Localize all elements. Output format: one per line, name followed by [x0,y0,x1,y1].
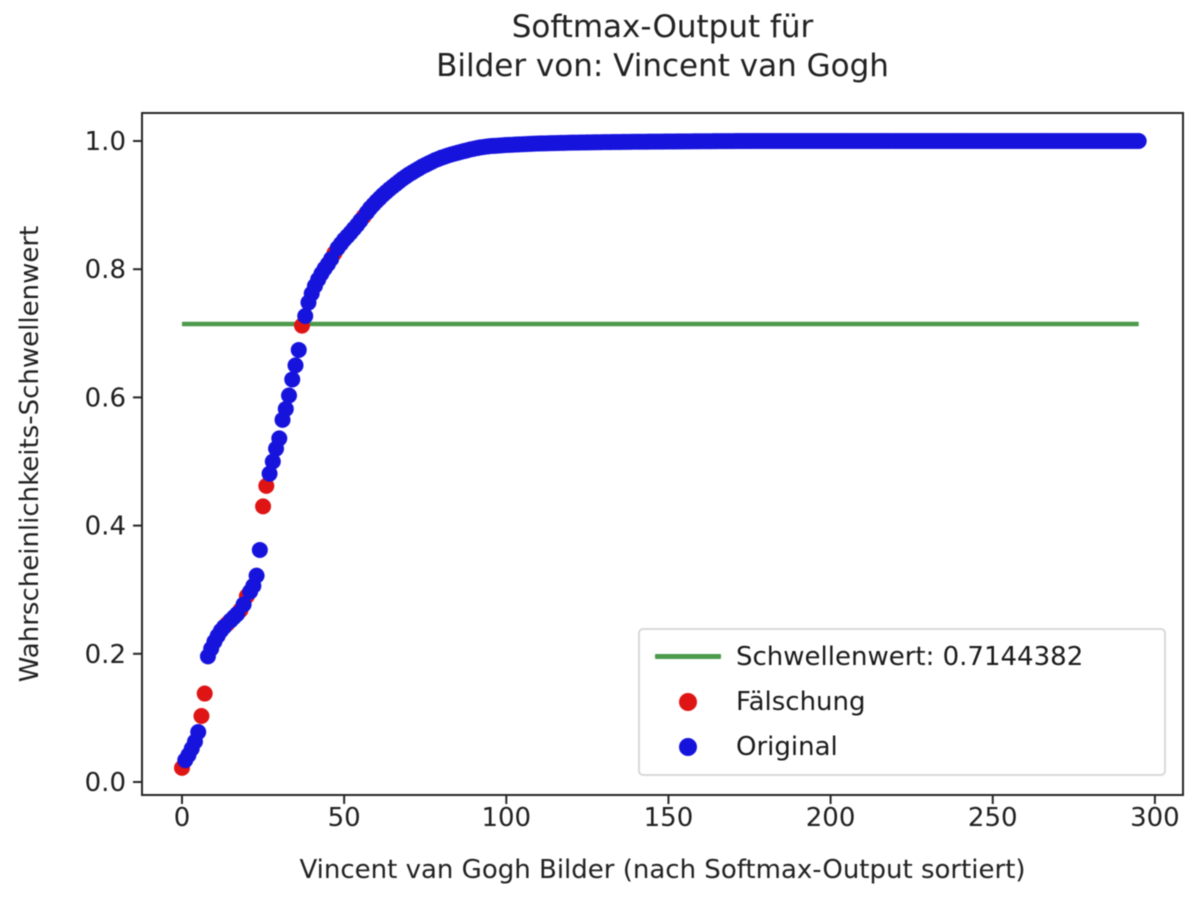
legend-item-original: Original [640,725,1164,769]
axes-frame [141,112,1184,796]
data-point-original [284,371,301,388]
chart-title-line2: Bilder von: Vincent van Gogh [436,48,889,84]
faelschung-dot-icon [679,692,697,711]
data-point-original [190,724,207,741]
legend: Schwellenwert: 0.7144382 Fälschung Origi… [638,628,1166,776]
data-point-original [281,387,298,404]
y-tick-label: 0.2 [85,640,126,670]
data-point-faelschung [196,685,213,702]
data-point-original [261,465,278,482]
legend-label-original: Original [736,732,838,763]
threshold-line-icon [655,654,721,660]
original-dot-icon [679,738,697,757]
x-tick-label: 100 [481,803,531,833]
y-tick-label: 1.0 [85,127,126,157]
x-tick-label: 250 [968,803,1018,833]
x-axis-label: Vincent van Gogh Bilder (nach Softmax-Ou… [299,855,1026,885]
data-point-original [264,453,281,470]
legend-item-faelschung: Fälschung [640,680,1164,724]
data-point-original [251,541,268,558]
x-tick-label: 150 [644,803,694,833]
y-tick-label: 0.0 [85,768,126,798]
data-point-original [271,430,288,447]
legend-item-threshold: Schwellenwert: 0.7144382 [640,635,1164,679]
data-point-faelschung [258,477,275,494]
x-tick-label: 300 [1130,803,1180,833]
legend-swatch-col [640,692,736,711]
data-point-original [287,357,304,374]
y-axis-label: Wahrscheinlichkeits-Schwellenwert [15,225,45,683]
legend-label-faelschung: Fälschung [736,686,866,717]
y-tick-label: 0.4 [85,512,126,542]
x-tick-label: 0 [174,803,191,833]
data-point-original [235,596,252,613]
data-point-original [297,307,314,324]
x-tick-label: 200 [806,803,856,833]
y-tick-label: 0.6 [85,383,126,413]
data-point-faelschung [193,707,210,724]
data-point-original [290,341,307,358]
legend-swatch-col [640,738,736,757]
legend-swatch-col [640,654,736,660]
y-tick-label: 0.8 [85,255,126,285]
data-point-original [248,567,265,584]
data-point-original [1130,133,1147,149]
x-tick-label: 50 [328,803,361,833]
legend-label-threshold: Schwellenwert: 0.7144382 [736,641,1084,672]
chart-title: Softmax-Output für Bilder von: Vincent v… [142,8,1183,86]
chart-title-line1: Softmax-Output für [511,9,814,45]
data-point-original [277,400,294,417]
data-point-faelschung [255,498,272,515]
